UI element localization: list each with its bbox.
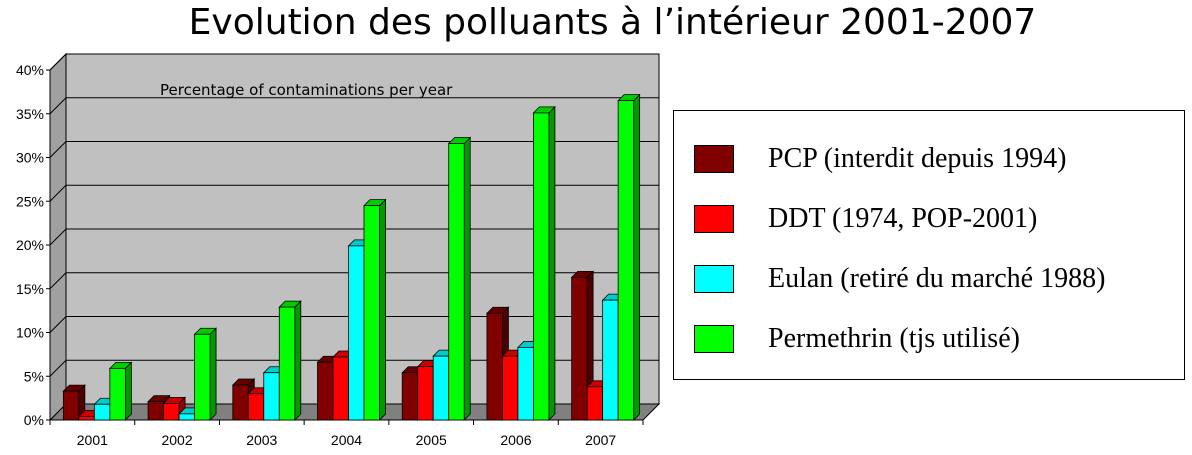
bar (586, 386, 604, 421)
bar (93, 403, 111, 421)
y-tick-label: 15% (16, 281, 44, 297)
bar (348, 245, 365, 421)
bar-chart: 0% 5% 10% 15% 20% 25% 30% 35% 40% Percentage of c… (16, 52, 661, 448)
x-tick-label: 2002 (161, 432, 192, 448)
x-tick-label: 2001 (77, 432, 108, 448)
legend-item-pcp: PCP (interdit depuis 1994) (694, 142, 1066, 176)
bar (317, 361, 334, 421)
x-tick-label: 2004 (331, 432, 362, 448)
bar (109, 367, 126, 421)
x-tick-label: 2007 (585, 432, 616, 448)
gridline (49, 53, 659, 71)
bar-side (463, 136, 471, 421)
bar (417, 366, 434, 421)
legend-item-ddt: DDT (1974, POP-2001) (694, 202, 1037, 236)
bar-side (294, 300, 302, 421)
gridline (49, 97, 659, 115)
legend-swatch-ddt (694, 205, 734, 233)
bar (502, 355, 519, 421)
bar (448, 143, 465, 421)
bar (163, 402, 180, 421)
bar (62, 390, 80, 421)
y-tick-label: 40% (16, 62, 44, 78)
bar (332, 356, 349, 421)
bar (263, 372, 280, 421)
chart-annotation: Percentage of contaminations per year (160, 81, 453, 99)
y-tick-label: 0% (24, 412, 44, 428)
y-tick-label: 20% (16, 237, 44, 253)
y-tick-label: 5% (24, 368, 44, 384)
bar (78, 416, 95, 421)
bar (278, 306, 296, 421)
legend-label-permethrin: Permethrin (tjs utilisé) (768, 323, 1020, 354)
bar (432, 355, 450, 421)
bar (617, 100, 635, 421)
legend-swatch-pcp (694, 145, 734, 173)
bar (232, 384, 249, 421)
bar (247, 393, 265, 421)
y-tick-label: 30% (16, 150, 44, 166)
bar (517, 346, 534, 421)
y-tick-label: 35% (16, 106, 44, 122)
bar (363, 205, 380, 421)
legend: PCP (interdit depuis 1994) DDT (1974, PO… (673, 110, 1185, 380)
bar (194, 333, 211, 421)
bar-side (548, 105, 556, 421)
x-tick-label: 2005 (416, 432, 447, 448)
bar (571, 276, 588, 421)
bar-side (379, 198, 386, 421)
bar (486, 312, 503, 421)
y-tick-label: 25% (16, 193, 44, 209)
y-tick-label: 10% (16, 325, 44, 341)
bar-side (209, 327, 217, 421)
legend-swatch-permethrin (694, 325, 734, 353)
legend-item-eulan: Eulan (retiré du marché 1988) (694, 262, 1105, 296)
chart-title: Evolution des polluants à l’intérieur 20… (188, 2, 1037, 43)
x-tick-label: 2006 (500, 432, 531, 448)
bar (178, 413, 195, 421)
bar-side (124, 361, 132, 421)
legend-label-eulan: Eulan (retiré du marché 1988) (768, 263, 1106, 294)
x-tick-label: 2003 (246, 432, 277, 448)
bar (147, 401, 164, 421)
bar (533, 112, 550, 421)
legend-label-pcp: PCP (interdit depuis 1994) (768, 143, 1067, 174)
legend-item-permethrin: Permethrin (tjs utilisé) (694, 322, 1020, 356)
legend-swatch-eulan (694, 265, 734, 293)
legend-label-ddt: DDT (1974, POP-2001) (768, 203, 1038, 234)
bar (602, 299, 619, 421)
bar-side (633, 93, 641, 421)
bar (401, 372, 419, 421)
